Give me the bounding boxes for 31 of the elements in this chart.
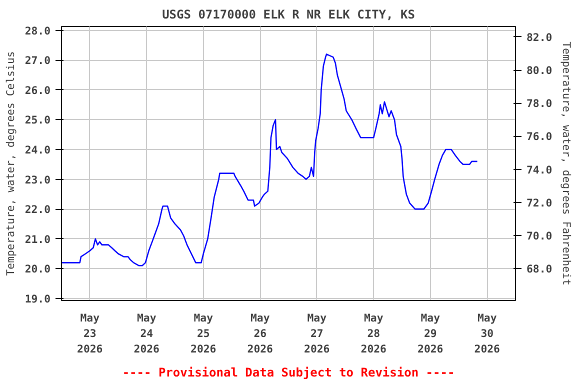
x-tick-label: May 30 2026 <box>474 312 500 356</box>
y2-tick-label: 68.0 <box>526 262 552 276</box>
text: ---- Provisional Data Subject to Revision ---- <box>122 366 455 380</box>
y-tick-label: 25.0 <box>24 114 51 127</box>
x-tick-label: May 23 2026 <box>77 312 103 356</box>
y2-tick-label: 76.0 <box>526 130 552 144</box>
y-tick-label: 28.0 <box>24 24 51 38</box>
x-tick-label: May 29 2026 <box>418 312 444 356</box>
y2-tick-label: 70.0 <box>526 229 552 242</box>
x-tick-label: May 27 2026 <box>304 312 330 356</box>
y-tick-label: 21.0 <box>24 232 51 246</box>
chart-title: USGS 07170000 ELK R NR ELK CITY, KS <box>162 8 415 22</box>
x-tick-label: May 24 2026 <box>134 312 160 356</box>
x-tick-label: May 25 2026 <box>190 312 216 356</box>
y-axis-title: Temperature, water, degrees Celsius <box>4 51 17 276</box>
y2-axis-title: Temperature, water, degrees Fahrenheit <box>560 42 574 286</box>
y-tick-label: 24.0 <box>24 144 51 156</box>
y-tick-label: 22.0 <box>24 203 51 216</box>
y-tick-label: 26.0 <box>24 84 51 97</box>
line-series <box>62 54 478 266</box>
y2-tick-label: 82.0 <box>526 30 552 44</box>
x-tick-label: May 28 2026 <box>360 312 386 356</box>
y-tick-label: 19.0 <box>24 292 51 306</box>
y2-tick-label: 80.0 <box>526 64 552 78</box>
y2-tick-label: 72.0 <box>526 196 552 210</box>
y-tick-label: 27.0 <box>24 54 51 68</box>
y-tick-label: 20.0 <box>24 262 51 276</box>
y2-tick-label: 74.0 <box>526 163 552 176</box>
y-tick-label: 23.0 <box>24 173 51 186</box>
x-tick-label: May 26 2026 <box>247 312 273 356</box>
y2-tick-label: 78.0 <box>526 97 552 110</box>
